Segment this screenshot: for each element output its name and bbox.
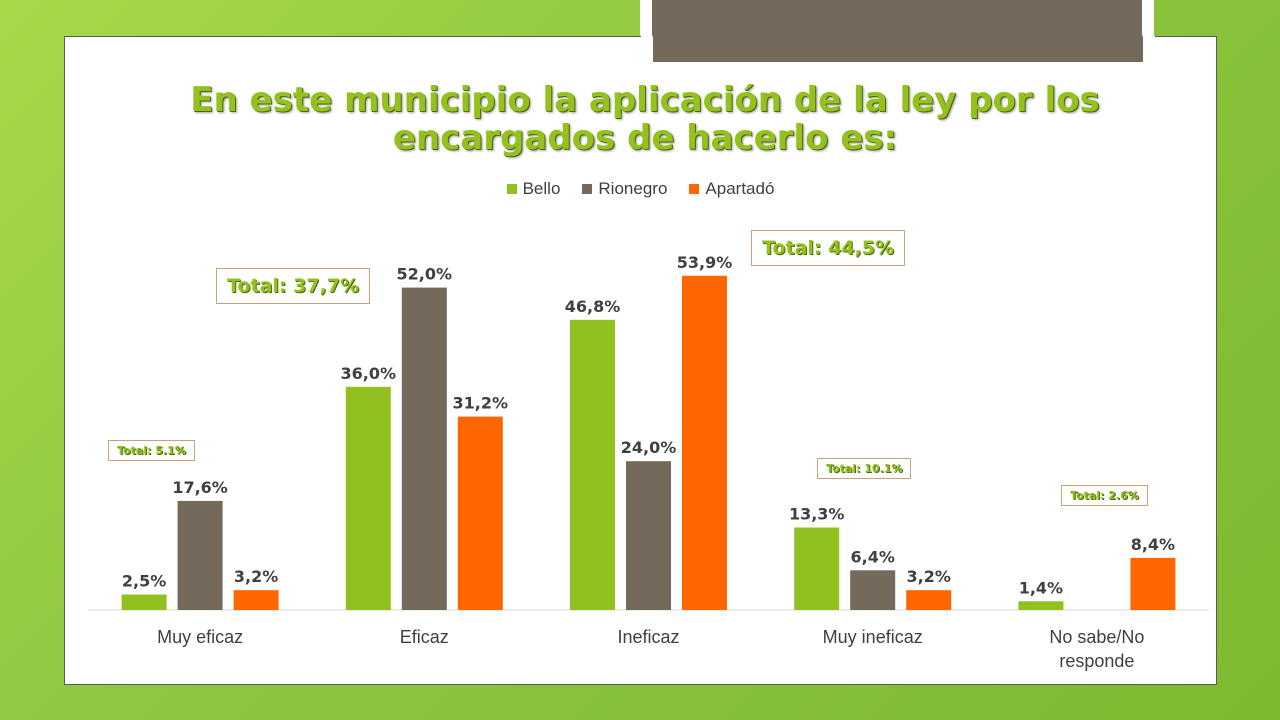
category-label-no-sabe-no-responde: No sabe/No responde <box>1049 627 1144 671</box>
category-label-muy-ineficaz: Muy ineficaz <box>823 627 923 647</box>
total-box-ineficaz: Total: 44,5% <box>751 230 906 266</box>
category-label-ineficaz: Ineficaz <box>617 627 679 647</box>
total-box-no-sabe: Total: 2.6% <box>1061 485 1148 506</box>
bar-rionegro-ineficaz <box>626 461 671 610</box>
decorative-frame-overlap <box>641 36 1155 72</box>
bar-rionegro-muy-eficaz <box>177 500 223 610</box>
bar-bello-muy-eficaz <box>121 594 167 610</box>
data-label-bello-eficaz: 36,0% <box>341 364 397 383</box>
bar-bello-eficaz <box>345 386 391 610</box>
legend-swatch-bello <box>506 184 517 194</box>
data-label-rionegro-muy-eficaz: 17,6% <box>172 478 228 497</box>
data-label-apartado-ineficaz: 53,9% <box>677 253 733 272</box>
data-label-apartado-muy-eficaz: 3,2% <box>234 567 278 586</box>
data-label-rionegro-eficaz: 52,0% <box>397 265 453 284</box>
data-label-apartado-muy-ineficaz: 3,2% <box>907 567 951 586</box>
data-label-apartado-no-sabe-no-responde: 8,4% <box>1131 535 1175 554</box>
legend-item-apartado: Apartadó <box>689 179 774 199</box>
bar-bello-no-sabe-no-responde <box>1018 601 1064 610</box>
category-label-muy-eficaz: Muy eficaz <box>157 627 243 647</box>
chart-legend: Bello Rionegro Apartadó <box>65 179 1216 199</box>
data-label-rionegro-muy-ineficaz: 6,4% <box>851 547 895 566</box>
data-label-bello-no-sabe-no-responde: 1,4% <box>1019 578 1063 597</box>
data-label-bello-muy-eficaz: 2,5% <box>122 572 166 591</box>
bar-apartado-muy-eficaz <box>233 590 279 610</box>
data-label-rionegro-ineficaz: 24,0% <box>621 438 677 457</box>
bar-bello-ineficaz <box>570 319 615 610</box>
bar-apartado-muy-ineficaz <box>906 590 952 610</box>
bar-apartado-eficaz <box>457 416 503 610</box>
total-box-eficaz: Total: 37,7% <box>216 268 371 304</box>
legend-label-bello: Bello <box>522 179 561 198</box>
bar-rionegro-muy-ineficaz <box>850 570 896 610</box>
bar-chart: 2,5% 17,6% 3,2% Muy eficaz 36,0% 52,0% 31,2% Ef… <box>88 253 1209 671</box>
legend-item-bello: Bello <box>506 179 561 199</box>
legend-label-rionegro: Rionegro <box>598 179 668 198</box>
chart-title: En este municipio la aplicación de la le… <box>190 80 1100 158</box>
total-box-muy-ineficaz: Total: 10.1% <box>817 458 912 479</box>
bar-apartado-ineficaz <box>682 275 727 610</box>
category-label-eficaz: Eficaz <box>400 627 449 647</box>
bar-rionegro-eficaz <box>401 287 447 610</box>
total-box-muy-eficaz: Total: 5.1% <box>108 440 195 461</box>
slide: En este municipio la aplicación de la le… <box>64 36 1217 685</box>
legend-item-rionegro: Rionegro <box>582 179 667 199</box>
data-label-bello-ineficaz: 46,8% <box>565 297 621 316</box>
data-label-bello-muy-ineficaz: 13,3% <box>789 505 845 524</box>
bar-apartado-no-sabe-no-responde <box>1130 557 1176 610</box>
legend-label-apartado: Apartadó <box>705 179 775 198</box>
legend-swatch-apartado <box>689 184 700 194</box>
bar-bello-muy-ineficaz <box>794 527 840 610</box>
legend-swatch-rionegro <box>582 184 593 194</box>
decorative-panel-overlap <box>653 36 1143 62</box>
data-label-apartado-eficaz: 31,2% <box>453 394 509 413</box>
